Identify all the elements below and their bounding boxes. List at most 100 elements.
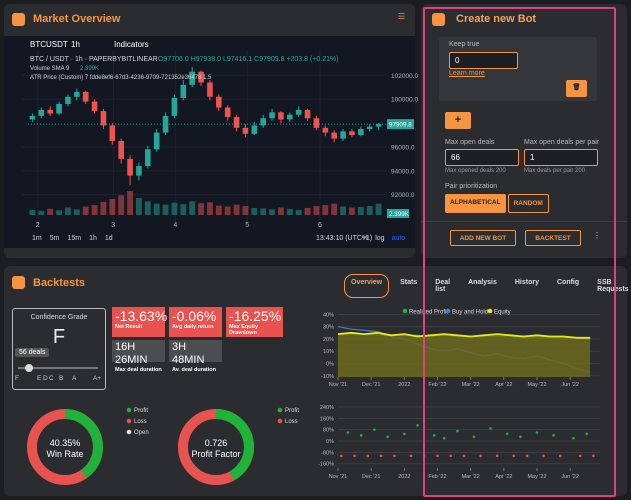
timeframe[interactable]: 5m bbox=[49, 235, 60, 242]
stat-card: -13.63% Net Result bbox=[112, 307, 168, 337]
deal-point bbox=[359, 434, 363, 437]
candle-body bbox=[313, 118, 320, 128]
deal-point bbox=[379, 454, 383, 458]
legend-swatch bbox=[445, 308, 451, 314]
field-label: Max open deals bbox=[445, 139, 495, 146]
candle-body bbox=[162, 115, 169, 133]
candle-body bbox=[233, 117, 240, 128]
tab[interactable]: Deal list bbox=[435, 279, 451, 293]
delete-button[interactable]: 🗑 bbox=[566, 80, 587, 97]
volume-bar bbox=[269, 209, 275, 215]
stat-card: -16.25% Max Equity Drawdown bbox=[226, 307, 283, 337]
volume-bar bbox=[153, 203, 160, 215]
tab[interactable]: Config bbox=[556, 279, 580, 286]
learn-more-link[interactable]: Learn more bbox=[449, 70, 485, 77]
x-tick-label: Feb '22 bbox=[428, 382, 446, 388]
candle-body bbox=[242, 127, 249, 134]
volume-bar bbox=[73, 209, 80, 215]
tab[interactable]: History bbox=[514, 279, 539, 286]
timeframe[interactable]: 1h bbox=[89, 235, 97, 242]
volume-bar bbox=[242, 206, 249, 215]
candle-body bbox=[100, 111, 107, 126]
legend-label: Loss bbox=[134, 419, 147, 425]
y-tick-label: 0% bbox=[326, 439, 334, 445]
y-tick-label: 96000.0 bbox=[391, 144, 415, 151]
volume-bar bbox=[366, 206, 373, 215]
y-tick-label: -10% bbox=[321, 374, 334, 380]
max-deals-input[interactable]: 66 bbox=[445, 149, 519, 166]
deal-point bbox=[449, 454, 453, 458]
candle-body bbox=[251, 125, 258, 134]
option-button[interactable]: ALPHABETICAL bbox=[445, 194, 506, 213]
donut-label: Win Rate bbox=[46, 449, 83, 459]
backtest-button[interactable]: BACKTEST bbox=[525, 230, 581, 246]
tab[interactable]: Analysis bbox=[468, 279, 497, 286]
legend-atr: ATR Price (Custom) 7 fdde8ef6-67d3-4236-… bbox=[30, 75, 212, 81]
deal-point bbox=[542, 454, 545, 458]
legend-label: Open bbox=[134, 430, 149, 436]
indicators-button[interactable]: Indicators bbox=[114, 40, 149, 49]
tab[interactable]: Overview bbox=[344, 274, 390, 298]
timeframe[interactable]: 1m bbox=[32, 235, 42, 242]
candle-body bbox=[38, 109, 45, 116]
stat-card: 3H 48MIN Av. deal duration bbox=[169, 340, 222, 373]
deal-point bbox=[432, 434, 436, 437]
add-bot-button[interactable]: ADD NEW BOT bbox=[450, 230, 516, 246]
deal-point bbox=[495, 454, 499, 458]
legend-volume-value: 2.399K bbox=[80, 66, 100, 72]
candle-body bbox=[118, 140, 124, 159]
stat-value: -0.06% bbox=[172, 308, 217, 324]
tab[interactable]: Stats bbox=[400, 279, 418, 286]
timeframe[interactable]: 1d bbox=[104, 235, 113, 242]
x-tick-label: May '22 bbox=[527, 474, 546, 480]
donut-value: 0.726 bbox=[205, 438, 228, 448]
legend-ohlc: O97706.0 H97938.0 L97416.1 C97909.8 +203… bbox=[158, 56, 339, 63]
donut-label: Profit Factor bbox=[191, 449, 240, 459]
candle-body bbox=[322, 127, 329, 133]
deal-point bbox=[472, 435, 476, 439]
deal-point bbox=[436, 454, 439, 458]
legend-label: Equity bbox=[494, 310, 511, 316]
last-price: 97909.8 bbox=[389, 122, 412, 129]
more-button[interactable]: ⋮ bbox=[593, 231, 601, 240]
stat-label: Net Result bbox=[115, 324, 143, 330]
deal-point bbox=[592, 454, 595, 458]
interval[interactable]: 1h bbox=[71, 40, 80, 49]
volume-badge bbox=[387, 209, 409, 218]
legend-swatch bbox=[277, 407, 283, 413]
candle-body bbox=[269, 112, 275, 119]
deal-point bbox=[489, 426, 492, 430]
tab[interactable]: SSB Requests bbox=[597, 279, 629, 293]
volume-bar bbox=[144, 201, 151, 215]
deal-point bbox=[585, 432, 589, 436]
scale-option[interactable]: log bbox=[375, 235, 385, 242]
y-tick-label: -160% bbox=[318, 462, 334, 468]
grade-letter: D bbox=[43, 375, 48, 382]
symbol[interactable]: BTCUSDT bbox=[30, 40, 68, 49]
scale-option[interactable]: % bbox=[362, 235, 369, 242]
stat-label: Avg daily return bbox=[172, 324, 214, 330]
add-button[interactable]: + bbox=[445, 112, 471, 129]
candle-body bbox=[349, 131, 355, 135]
x-tick-label: Apr '22 bbox=[495, 382, 512, 388]
deal-point bbox=[416, 424, 419, 427]
timeframe[interactable]: 15m bbox=[67, 235, 82, 242]
stat-value: -13.63% bbox=[115, 308, 168, 324]
settings-icon[interactable]: ☰ bbox=[398, 12, 406, 21]
candle-body bbox=[153, 132, 160, 150]
x-tick-label: Dec '21 bbox=[362, 382, 380, 388]
max-pair-input[interactable]: 1 bbox=[524, 149, 598, 166]
volume-bar bbox=[171, 202, 178, 215]
option-button[interactable]: RANDOM bbox=[507, 194, 549, 213]
volume-bar bbox=[251, 207, 258, 215]
scale-option[interactable]: auto bbox=[391, 235, 406, 242]
keep-input[interactable]: 0 bbox=[449, 52, 518, 69]
volume-bar bbox=[233, 204, 240, 215]
volume-bar bbox=[127, 191, 133, 215]
y-tick-label: 10% bbox=[323, 349, 334, 355]
legend-pair: BTC / USDT · 1h · PAPERBYBITLINEAR bbox=[30, 56, 158, 63]
deal-point bbox=[512, 454, 516, 458]
deal-point bbox=[366, 454, 370, 458]
stat-value: -16.25% bbox=[229, 308, 282, 324]
